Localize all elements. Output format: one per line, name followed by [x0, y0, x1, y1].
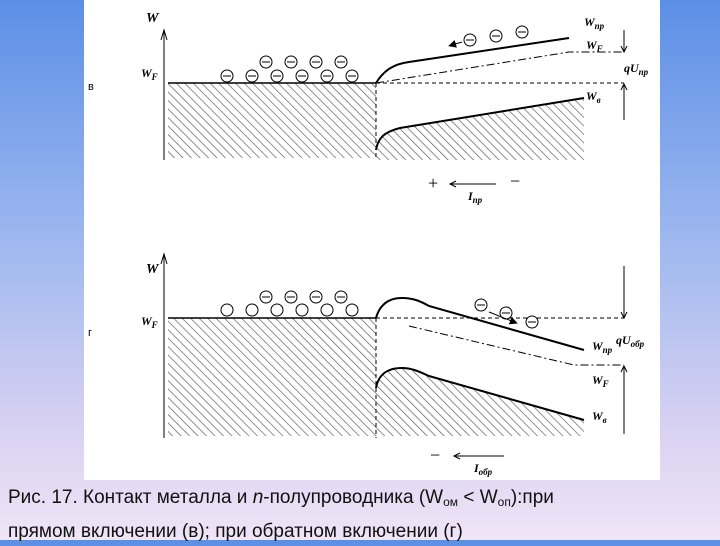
bottom-wpr-label: Wпр: [592, 339, 613, 355]
bottom-wf-right-label: WF: [592, 373, 609, 389]
top-wb-label: Wв: [586, 89, 601, 105]
bottom-semi-electrons: [474, 298, 539, 329]
top-current-label: Iпр: [467, 189, 483, 205]
top-metal-electrons: [220, 55, 359, 83]
top-wf-label: WF: [141, 66, 158, 82]
bottom-wf-label: WF: [141, 314, 158, 330]
top-conduction-band: [375, 37, 570, 84]
caption-line-2: прямом включении (в); при обратном включ…: [8, 521, 463, 542]
top-electron-arrow: [448, 40, 463, 48]
bottom-minus-sign: −: [430, 445, 440, 465]
bottom-valence-region: [376, 368, 584, 436]
top-wf-right-label: WF: [586, 38, 603, 54]
figure-panel: W WF в: [84, 0, 660, 480]
bottom-valence-band: [375, 366, 585, 421]
bottom-w-label: W: [146, 262, 160, 277]
bottom-qu-label: qUобр: [616, 333, 645, 349]
band-diagram: W WF в: [88, 11, 649, 477]
top-section-label: в: [88, 81, 94, 93]
top-valence-region: [376, 98, 584, 160]
top-w-label: W: [146, 11, 160, 26]
bottom-panel: W WF г Wпр WF: [88, 252, 645, 477]
bottom-electron-arrow: [488, 311, 518, 325]
top-plus-sign: +: [428, 173, 438, 193]
bottom-metal-region: [168, 318, 376, 436]
top-panel: W WF в: [88, 11, 649, 205]
bottom-current-label: Iобр: [473, 461, 493, 477]
top-minus-sign: −: [510, 171, 520, 191]
top-semi-electrons: [463, 25, 529, 47]
top-valence-band: [375, 97, 585, 151]
top-semi-fermi-line: [375, 51, 624, 84]
bottom-metal-electrons: [220, 290, 359, 317]
top-wpr-label: Wпр: [584, 15, 605, 31]
bottom-wb-label: Wв: [592, 409, 607, 425]
top-w-axis-arrow: [160, 28, 168, 41]
caption-line-1: Рис. 17. Контакт металла и n-полупроводн…: [8, 487, 554, 509]
bottom-conduction-band: [375, 296, 585, 351]
bottom-section-label: г: [88, 327, 92, 339]
top-qu-label: qUпр: [624, 61, 649, 77]
top-metal-region: [168, 83, 376, 158]
figure-caption: Рис. 17. Контакт металла и n-полупроводн…: [8, 483, 712, 546]
